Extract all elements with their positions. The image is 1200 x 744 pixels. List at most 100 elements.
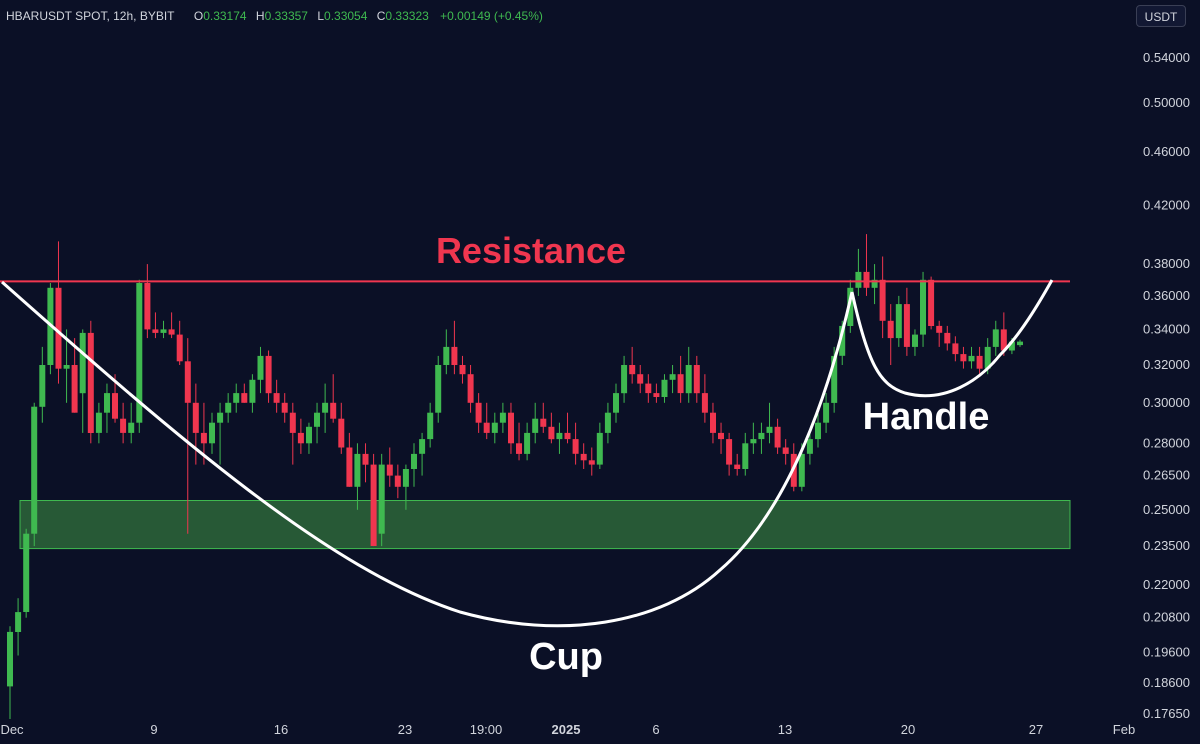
cup-curve [1, 280, 854, 628]
candle-body [475, 402, 482, 423]
candle-body [95, 412, 102, 433]
candle-body [685, 365, 692, 394]
support-zone [19, 500, 1071, 550]
price-tick-label: 0.30000 [1143, 395, 1190, 410]
candle-body [613, 393, 619, 413]
candle-body [176, 334, 183, 362]
candle-body [984, 346, 991, 369]
candle-body [903, 304, 910, 347]
candle-body [766, 426, 773, 433]
candle-body [863, 271, 870, 288]
candle-body [217, 412, 224, 423]
candle-body [491, 422, 498, 433]
low-label: L [317, 9, 325, 23]
candle-body [394, 475, 401, 487]
candle-body [354, 453, 361, 487]
candle-body [548, 426, 555, 440]
candle-body [1000, 329, 1007, 351]
candle-body [435, 365, 442, 413]
time-tick-label: 13 [778, 722, 792, 737]
candle-body [386, 464, 393, 476]
candle-body [306, 426, 312, 444]
candle-body [281, 402, 288, 413]
candle-body [992, 329, 999, 347]
currency-button[interactable]: USDT [1136, 5, 1186, 27]
candle-body [71, 365, 78, 413]
candle-body [499, 412, 506, 423]
price-tick-label: 0.50000 [1143, 95, 1190, 110]
candle-body [976, 355, 983, 369]
candle-body [31, 406, 38, 534]
price-tick-label: 0.28000 [1143, 435, 1190, 450]
price-tick-label: 0.42000 [1143, 197, 1190, 212]
close-value: 0.33323 [385, 9, 429, 23]
candle-body [661, 379, 668, 397]
time-tick-label: 20 [901, 722, 915, 737]
candle-body [152, 329, 159, 333]
price-tick-label: 0.34000 [1143, 321, 1190, 336]
time-tick-label: Feb [1113, 722, 1135, 737]
candle-body [15, 612, 22, 632]
candle-body [912, 334, 918, 347]
candle-body [1008, 341, 1015, 351]
open-label: O [193, 9, 204, 23]
candle-body [596, 432, 603, 465]
candle-body [847, 287, 854, 326]
candle-body [112, 393, 118, 419]
candle-body [104, 393, 110, 413]
price-tick-label: 0.32000 [1143, 357, 1190, 372]
open-value: 0.33174 [203, 9, 247, 23]
candle-body [55, 287, 62, 369]
low-value: 0.33054 [324, 9, 368, 23]
candle-body [289, 412, 296, 433]
candle-body [879, 279, 886, 321]
candle-body [823, 402, 830, 423]
candle-body [645, 383, 652, 394]
candle-body [693, 365, 700, 394]
candle-body [128, 422, 135, 433]
candle-body [136, 283, 143, 423]
candle-body [968, 355, 975, 362]
candle-body [411, 453, 417, 469]
handle-curve [850, 279, 1054, 398]
candle-body [895, 304, 902, 339]
candle-body [516, 443, 522, 454]
candle-body [467, 374, 474, 403]
candle-body [160, 329, 167, 333]
candle-body [168, 329, 175, 335]
candle-body [362, 453, 369, 465]
candle-body [604, 412, 611, 433]
price-tick-label: 0.38000 [1143, 256, 1190, 271]
handle-label: Handle [863, 396, 990, 438]
candle-body [338, 418, 345, 448]
candle-body [701, 393, 708, 413]
price-tick-label: 0.36000 [1143, 288, 1190, 303]
candle-body [871, 279, 878, 288]
candle-body [580, 453, 587, 461]
candle-body [540, 418, 547, 427]
candle-body [572, 439, 579, 454]
candle-body [920, 279, 926, 335]
candle-body [7, 631, 13, 687]
candle-body [637, 374, 644, 384]
candle-body [855, 271, 862, 288]
price-tick-label: 0.25000 [1143, 502, 1190, 517]
candle-body [677, 374, 684, 394]
candle-body [314, 412, 320, 427]
high-value: 0.33357 [264, 9, 308, 23]
time-tick-label: 23 [398, 722, 412, 737]
candle-body [588, 460, 595, 465]
candle-body [798, 453, 805, 487]
candle-body [297, 432, 304, 444]
time-tick-label: 6 [652, 722, 659, 737]
high-label: H [255, 9, 265, 23]
candle-body [831, 355, 838, 403]
candles-group [7, 234, 1023, 719]
candle-body [936, 325, 943, 333]
candle-body [39, 365, 46, 407]
candle-body [273, 393, 280, 403]
candle-body [184, 361, 191, 403]
time-tick-label: 27 [1029, 722, 1043, 737]
